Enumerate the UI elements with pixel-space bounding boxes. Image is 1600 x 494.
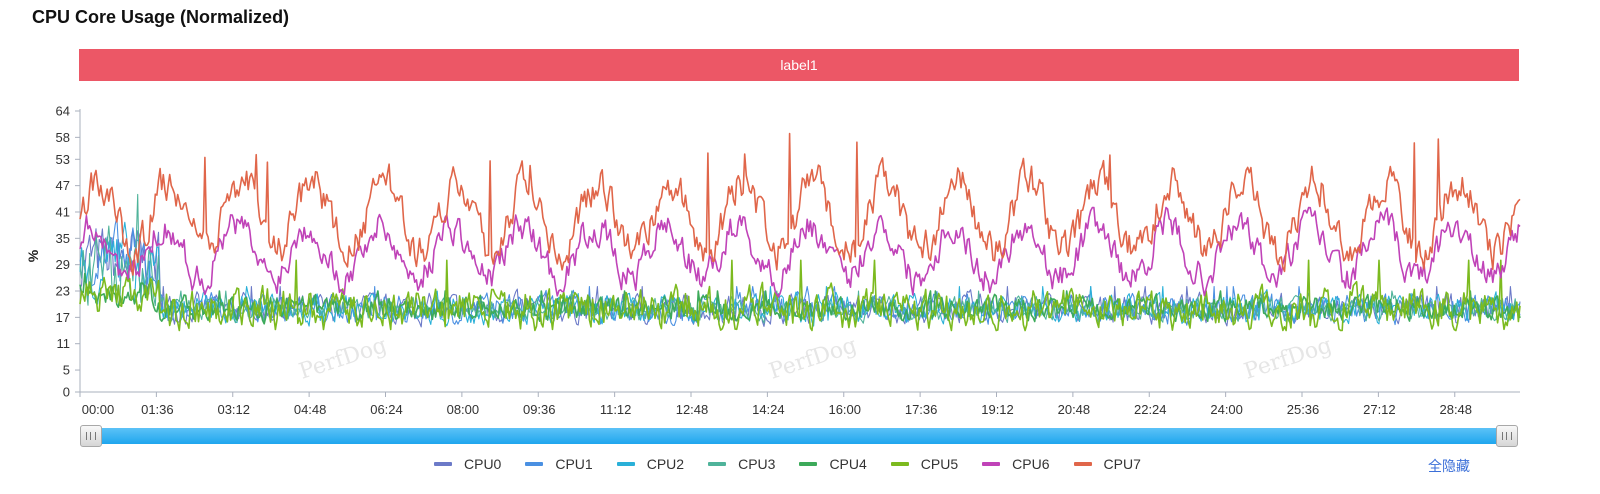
legend-item-cpu6[interactable]: CPU6: [982, 456, 1050, 472]
legend-label: CPU7: [1103, 456, 1141, 472]
x-axis: 00:00 01:36 03:12 04:48 06:24 08:00 09:36 11:12…: [79, 391, 1520, 417]
legend-label: CPU1: [555, 456, 593, 472]
y-tick-label: 5: [63, 363, 70, 378]
legend-swatch-icon: [799, 462, 818, 466]
legend-item-cpu3[interactable]: CPU3: [708, 456, 775, 472]
legend-item-cpu5[interactable]: CPU5: [890, 456, 959, 472]
legend-swatch-icon: [1073, 462, 1092, 466]
legend-label: CPU3: [738, 456, 776, 472]
legend-label: CPU6: [1012, 456, 1050, 472]
grip-icon: [86, 432, 96, 440]
legend-swatch-icon: [616, 462, 635, 466]
legend-label: CPU4: [829, 456, 867, 472]
x-tick-label: 03:12: [217, 402, 250, 417]
legend-item-cpu2[interactable]: CPU2: [616, 456, 685, 472]
x-tick-label: 24:00: [1210, 402, 1243, 417]
legend-label: CPU5: [920, 456, 959, 472]
x-tick-label: 09:36: [523, 402, 556, 417]
x-tick-label: 17:36: [905, 402, 938, 417]
x-tick-label: 00:00: [82, 402, 115, 417]
zoom-slider-start-handle[interactable]: [80, 425, 102, 447]
legend-swatch-icon: [708, 462, 727, 466]
hide-all-button[interactable]: 全隐藏: [1428, 458, 1470, 474]
legend-item-cpu4[interactable]: CPU4: [799, 456, 867, 472]
legend-item-cpu0[interactable]: CPU0: [434, 456, 501, 472]
watermark-text: PerfDog: [1241, 333, 1335, 385]
y-tick-label: 0: [63, 385, 70, 400]
y-axis-label: %: [25, 249, 41, 262]
x-tick-label: 04:48: [294, 402, 327, 417]
y-tick-label: 47: [56, 178, 70, 193]
y-tick-label: 17: [56, 310, 70, 325]
x-tick-label: 14:24: [752, 402, 785, 417]
y-axis: 0 5 11 17 23 29 35 41 47 53 58 64: [56, 104, 81, 400]
legend-swatch-icon: [982, 462, 1001, 466]
x-tick-label: 12:48: [676, 402, 709, 417]
legend-label: CPU0: [464, 456, 502, 472]
legend: CPU0 CPU1 CPU2 CPU3 CPU4 CPU5 CPU6 CPU7: [434, 456, 1165, 472]
x-tick-label: 25:36: [1287, 402, 1320, 417]
watermark-text: PerfDog: [766, 333, 860, 385]
line-chart: PerfDog PerfDog PerfDog 0 5 11 17 23 29 35 41 47 53…: [25, 104, 1521, 417]
x-tick-label: 22:24: [1134, 402, 1167, 417]
series-line-cpu6: [79, 206, 1521, 298]
y-tick-label: 41: [56, 204, 70, 219]
x-tick-label: 27:12: [1363, 402, 1396, 417]
y-tick-label: 64: [56, 104, 70, 119]
legend-swatch-icon: [525, 462, 544, 466]
chart-title: CPU Core Usage (Normalized): [32, 7, 290, 27]
y-tick-label: 35: [56, 231, 70, 246]
label-band-text: label1: [780, 57, 818, 73]
y-tick-label: 58: [56, 130, 70, 145]
x-tick-label: 11:12: [600, 402, 632, 417]
series-line-cpu5: [79, 259, 1521, 332]
legend-label: CPU2: [646, 456, 685, 472]
series-line-cpu7: [79, 132, 1521, 276]
label-band[interactable]: label1: [79, 49, 1519, 81]
x-tick-label: 06:24: [370, 402, 403, 417]
legend-swatch-icon: [890, 462, 909, 466]
x-tick-label: 01:36: [141, 402, 174, 417]
y-tick-label: 23: [56, 284, 70, 299]
y-tick-label: 53: [56, 152, 70, 167]
x-tick-label: 20:48: [1058, 402, 1091, 417]
grip-icon: [1502, 432, 1512, 440]
x-tick-label: 28:48: [1439, 402, 1472, 417]
series-lines: [79, 132, 1521, 332]
y-tick-label: 29: [56, 257, 70, 272]
legend-item-cpu1[interactable]: CPU1: [525, 456, 593, 472]
x-tick-label: 16:00: [828, 402, 861, 417]
watermark-text: PerfDog: [296, 333, 390, 385]
zoom-slider-end-handle[interactable]: [1496, 425, 1518, 447]
legend-item-cpu7[interactable]: CPU7: [1073, 456, 1141, 472]
x-tick-label: 19:12: [981, 402, 1014, 417]
y-tick-label: 11: [57, 336, 71, 351]
legend-swatch-icon: [434, 462, 452, 466]
zoom-slider-track[interactable]: [92, 428, 1506, 444]
x-tick-label: 08:00: [447, 402, 480, 417]
